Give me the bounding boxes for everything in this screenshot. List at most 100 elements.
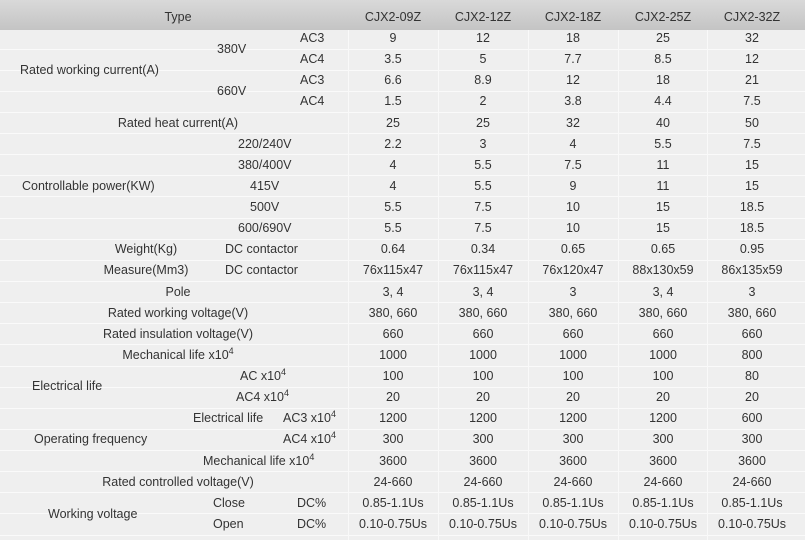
cell-value: 100 <box>563 369 584 383</box>
row-separator <box>0 344 805 345</box>
cell-value-text: 4 <box>569 136 577 151</box>
row-label: Close <box>213 496 245 510</box>
cell-value: 20 <box>745 390 759 404</box>
cell-value-text: 25 <box>656 31 670 45</box>
cell-value: 24-660 <box>733 475 772 489</box>
cell-value-text: 10 <box>566 221 580 236</box>
cell-value-text: 380, 660 <box>548 305 598 320</box>
cell-value-text: 8.5 <box>654 52 672 67</box>
cell-value: 18 <box>656 73 670 87</box>
cell-value-text: 1.5 <box>384 94 402 109</box>
cell-value: 15 <box>656 221 670 235</box>
cell-value-text: 5.5 <box>384 221 402 236</box>
cell-value-text: 5.5 <box>654 136 672 151</box>
column-separator <box>618 30 619 540</box>
row-separator <box>0 175 805 176</box>
cell-value-text: 5.5 <box>384 200 402 215</box>
cell-value-text: 20 <box>476 390 490 405</box>
cell-value: 18 <box>566 31 580 45</box>
row-separator <box>0 429 805 430</box>
cell-value-text: 24-660 <box>643 474 683 489</box>
cell-value-text: 7.5 <box>474 200 492 215</box>
cell-value: 1.5 <box>384 94 401 108</box>
cell-value-text: 380, 660 <box>638 305 688 320</box>
cell-value-text: 1200 <box>379 411 407 426</box>
cell-value: 25 <box>476 116 490 130</box>
row-label-text: 500V <box>250 200 280 215</box>
cell-value: 0.10-0.75Us <box>718 517 786 531</box>
row-label: Electrical life <box>32 379 102 393</box>
cell-value-text: 40 <box>656 115 670 130</box>
cell-value: 7.5 <box>743 137 760 151</box>
row-label: Open <box>213 517 244 531</box>
cell-value: 0.65 <box>651 242 675 256</box>
row-label-text: DC% <box>297 495 327 510</box>
cell-value: 7.7 <box>564 52 581 66</box>
cell-value-text: 660 <box>472 326 494 341</box>
model-name-text: CJX2-32Z <box>723 10 781 24</box>
cell-value-text: 1000 <box>379 347 407 362</box>
row-separator <box>0 302 805 303</box>
cell-value-text: 76x115x47 <box>362 263 424 278</box>
cell-value: 380, 660 <box>728 306 777 320</box>
row-separator <box>0 281 805 282</box>
row-label: AC4 <box>300 94 324 108</box>
row-label-text: Electrical life <box>193 411 264 426</box>
row-label-text: Electrical life <box>32 379 103 393</box>
cell-value: 15 <box>745 158 759 172</box>
cell-value: 5.5 <box>474 179 491 193</box>
cell-value-text: 2.2 <box>384 136 402 151</box>
cell-value-text: 32 <box>745 31 759 45</box>
cell-value: 20 <box>476 390 490 404</box>
cell-value: 10 <box>566 200 580 214</box>
cell-value-text: 3.5 <box>384 52 402 67</box>
cell-value: 80 <box>745 369 759 383</box>
cell-value: 9 <box>570 179 577 193</box>
cell-value: 3.5 <box>384 52 401 66</box>
cell-value: 40 <box>656 116 670 130</box>
cell-value-text: 7.5 <box>564 157 582 172</box>
cell-value: 380, 660 <box>459 306 508 320</box>
cell-value-text: 3600 <box>559 453 587 468</box>
cell-value: 300 <box>383 432 404 446</box>
column-separator <box>707 30 708 540</box>
cell-value-text: 0.85-1.1Us <box>721 495 783 510</box>
model-name-text: CJX2-12Z <box>454 10 512 24</box>
cell-value-text: 1000 <box>649 347 677 362</box>
row-label-text: Close <box>213 495 245 510</box>
cell-value: 21 <box>745 73 759 87</box>
cell-value-text: 380, 660 <box>368 305 418 320</box>
row-label: AC3 x104 <box>283 410 336 426</box>
cell-value-text: 0.10-0.75Us <box>448 516 518 531</box>
cell-value: 24-660 <box>374 475 413 489</box>
cell-value: 12 <box>476 31 490 45</box>
cell-value-text: 3 <box>569 284 577 299</box>
cell-value-text: 0.10-0.75Us <box>717 516 787 531</box>
cell-value: 0.64 <box>381 242 405 256</box>
row-label: Pole <box>165 285 190 299</box>
cell-value: 5.5 <box>654 137 671 151</box>
row-separator <box>0 408 805 409</box>
cell-value-text: 15 <box>745 178 759 193</box>
row-label-text: AC4 <box>300 94 325 109</box>
cell-value: 0.85-1.1Us <box>632 496 693 510</box>
cell-value-text: 4.4 <box>654 94 672 109</box>
column-separator <box>348 30 349 540</box>
cell-value-text: 4 <box>389 178 397 193</box>
header-type: Type <box>164 10 191 24</box>
cell-value-text: 0.85-1.1Us <box>362 495 424 510</box>
cell-value: 15 <box>745 179 759 193</box>
column-separator <box>528 30 529 540</box>
cell-value-text: 6.6 <box>384 73 402 88</box>
row-separator <box>0 112 805 113</box>
cell-value-text: 15 <box>745 157 759 172</box>
cell-value-text: 20 <box>745 390 759 405</box>
cell-value-text: 9 <box>389 31 397 45</box>
cell-value: 1200 <box>649 411 677 425</box>
cell-value-text: 80 <box>745 369 759 384</box>
row-label-text: Rated working current(A) <box>20 63 159 77</box>
row-label-text: Rated working voltage(V) <box>107 305 249 320</box>
cell-value-text: 50 <box>745 115 759 130</box>
exponent: 4 <box>283 388 289 399</box>
cell-value: 11 <box>657 179 670 193</box>
